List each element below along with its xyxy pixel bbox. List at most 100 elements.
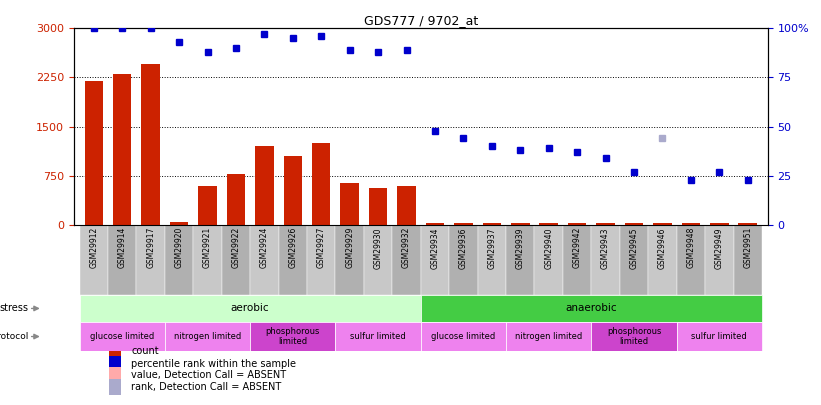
Bar (222, 225, 250, 295)
Bar (534, 225, 563, 295)
Text: sulfur limited: sulfur limited (691, 332, 747, 341)
Text: GSM29946: GSM29946 (658, 227, 667, 269)
Text: GSM29932: GSM29932 (402, 227, 411, 269)
Text: anaerobic: anaerobic (566, 303, 617, 313)
Text: GSM29951: GSM29951 (743, 227, 752, 269)
Bar (250, 225, 278, 295)
Bar (454, 223, 473, 225)
Bar (341, 183, 359, 225)
Bar (625, 223, 643, 225)
Text: GSM29942: GSM29942 (572, 227, 581, 269)
Bar (563, 225, 591, 295)
Text: phosphorous
limited: phosphorous limited (607, 327, 661, 346)
Text: GSM29917: GSM29917 (146, 227, 155, 269)
Text: GSM29943: GSM29943 (601, 227, 610, 269)
Bar (483, 223, 501, 225)
Bar (336, 225, 364, 295)
Bar (227, 174, 245, 225)
Bar (649, 225, 677, 295)
Text: GSM29920: GSM29920 (175, 227, 184, 269)
Text: GSM29929: GSM29929 (345, 227, 354, 269)
Bar (283, 156, 302, 225)
Bar (165, 225, 193, 295)
Text: GSM29948: GSM29948 (686, 227, 695, 269)
Text: GSM29924: GSM29924 (260, 227, 269, 269)
Text: GSM29926: GSM29926 (288, 227, 297, 269)
Bar (108, 343, 121, 360)
Bar (478, 225, 506, 295)
Text: GSM29937: GSM29937 (488, 227, 497, 269)
Text: growth protocol: growth protocol (0, 332, 29, 341)
Bar (165, 322, 250, 351)
Title: GDS777 / 9702_at: GDS777 / 9702_at (364, 14, 478, 27)
Bar (397, 185, 415, 225)
Bar (199, 185, 217, 225)
Bar (591, 225, 620, 295)
Bar (426, 223, 444, 225)
Text: GSM29939: GSM29939 (516, 227, 525, 269)
Bar (369, 188, 388, 225)
Bar (677, 225, 705, 295)
Text: aerobic: aerobic (231, 303, 269, 313)
Text: percentile rank within the sample: percentile rank within the sample (131, 359, 296, 369)
Bar (654, 223, 672, 225)
Bar (108, 367, 121, 383)
Bar (250, 322, 336, 351)
Bar (506, 322, 591, 351)
Bar (336, 322, 421, 351)
Bar (392, 225, 421, 295)
Bar (170, 222, 188, 225)
Bar (710, 223, 728, 225)
Bar (733, 225, 762, 295)
Text: count: count (131, 347, 159, 356)
Bar (568, 223, 586, 225)
Bar (255, 146, 273, 225)
Bar (108, 356, 121, 372)
Text: GSM29949: GSM29949 (715, 227, 724, 269)
Text: GSM29921: GSM29921 (203, 227, 212, 268)
Text: GSM29922: GSM29922 (232, 227, 241, 268)
Text: nitrogen limited: nitrogen limited (174, 332, 241, 341)
Bar (85, 81, 103, 225)
Bar (80, 295, 421, 322)
Bar (312, 143, 331, 225)
Bar (705, 225, 733, 295)
Bar (307, 225, 336, 295)
Bar (80, 322, 165, 351)
Text: GSM29936: GSM29936 (459, 227, 468, 269)
Text: rank, Detection Call = ABSENT: rank, Detection Call = ABSENT (131, 382, 282, 392)
Bar (511, 223, 530, 225)
Text: GSM29940: GSM29940 (544, 227, 553, 269)
Bar (421, 295, 762, 322)
Bar (681, 223, 700, 225)
Text: sulfur limited: sulfur limited (351, 332, 406, 341)
Text: GSM29934: GSM29934 (430, 227, 439, 269)
Text: phosphorous
limited: phosphorous limited (266, 327, 320, 346)
Bar (449, 225, 478, 295)
Text: GSM29927: GSM29927 (317, 227, 326, 269)
Text: value, Detection Call = ABSENT: value, Detection Call = ABSENT (131, 370, 287, 380)
Bar (364, 225, 392, 295)
Bar (193, 225, 222, 295)
Bar (596, 223, 615, 225)
Text: GSM29945: GSM29945 (630, 227, 639, 269)
Bar (80, 225, 108, 295)
Text: GSM29930: GSM29930 (374, 227, 383, 269)
Bar (539, 223, 558, 225)
Bar (141, 64, 160, 225)
Bar (421, 225, 449, 295)
Bar (677, 322, 762, 351)
Bar (278, 225, 307, 295)
Text: glucose limited: glucose limited (431, 332, 496, 341)
Bar (591, 322, 677, 351)
Text: nitrogen limited: nitrogen limited (515, 332, 582, 341)
Bar (620, 225, 649, 295)
Bar (506, 225, 534, 295)
Bar (136, 225, 165, 295)
Text: GSM29912: GSM29912 (89, 227, 99, 268)
Bar (108, 379, 121, 394)
Bar (113, 74, 131, 225)
Text: GSM29914: GSM29914 (117, 227, 126, 269)
Text: glucose limited: glucose limited (90, 332, 154, 341)
Bar (739, 223, 757, 225)
